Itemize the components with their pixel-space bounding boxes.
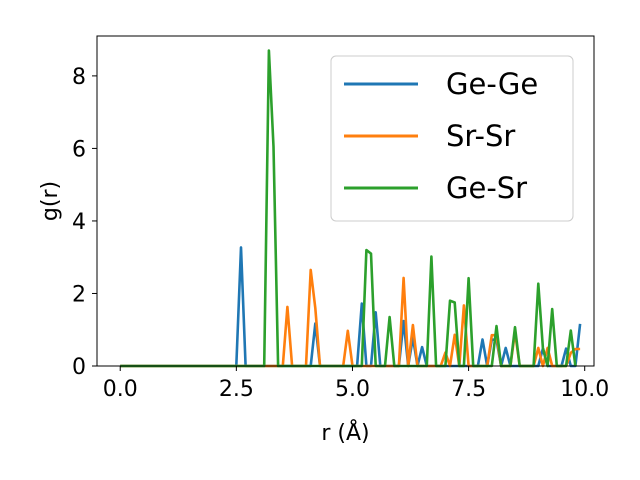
x-tick-label: 7.5 [451,377,486,402]
x-tick-label: 5.0 [335,377,370,402]
legend-label: Ge-Ge [446,67,538,101]
y-tick-label: 4 [72,210,86,235]
legend-label: Ge-Sr [446,171,527,205]
x-tick-label: 2.5 [219,377,254,402]
legend-label: Sr-Sr [446,119,515,153]
legend-box [330,55,574,222]
legend: Ge-Ge Sr-Sr Ge-Sr [330,55,574,222]
series-line-sr-sr [120,268,581,368]
x-tick-label: 0.0 [103,377,138,402]
y-tick-label: 8 [72,65,86,90]
y-axis-ticks: 0 2 4 6 8 [72,65,97,380]
y-tick-label: 2 [72,282,86,307]
x-axis-ticks: 0.0 2.5 5.0 7.5 10.0 [103,366,609,402]
y-tick-label: 6 [72,137,86,162]
y-axis-label: g(r) [38,181,63,221]
x-tick-label: 10.0 [560,377,609,402]
plot-frame [96,35,595,367]
x-axis-label: r (Å) [321,419,369,446]
y-tick-label: 0 [72,355,86,380]
